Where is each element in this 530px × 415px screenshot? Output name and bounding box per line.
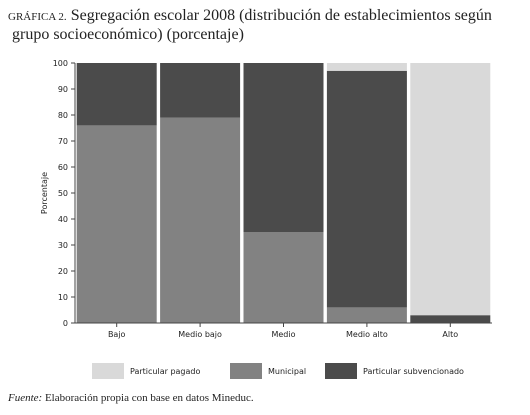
y-tick-label: 30 bbox=[58, 241, 68, 250]
y-axis-label: Porcentaje bbox=[40, 172, 49, 214]
chart-title: GRÁFICA 2. Segregación escolar 2008 (dis… bbox=[8, 7, 492, 43]
bar-segment bbox=[76, 63, 157, 126]
bar-segment bbox=[76, 125, 157, 324]
x-tick-label: Alto bbox=[442, 330, 458, 339]
y-tick-label: 70 bbox=[58, 137, 68, 146]
x-tick-label: Medio alto bbox=[346, 330, 388, 339]
figure-label: GRÁFICA 2. bbox=[8, 11, 67, 23]
source: Fuente: Elaboración propia con base en d… bbox=[7, 392, 254, 404]
source-text: Elaboración propia con base en datos Min… bbox=[45, 392, 254, 404]
bar-segment bbox=[326, 307, 407, 323]
x-tick-label: Medio bajo bbox=[178, 330, 222, 339]
legend-swatch bbox=[230, 363, 262, 379]
y-tick-label: 20 bbox=[58, 267, 68, 276]
legend-swatch bbox=[92, 363, 124, 379]
y-tick-label: 90 bbox=[58, 85, 68, 94]
bar-segment bbox=[326, 63, 407, 71]
legend-label: Particular pagado bbox=[130, 367, 200, 376]
bar-segment bbox=[160, 63, 241, 118]
y-tick-label: 10 bbox=[58, 293, 68, 302]
title-line: grupo socioeconómico) (porcentaje) bbox=[8, 26, 244, 43]
bar-segment bbox=[160, 117, 241, 323]
bar-segment bbox=[326, 70, 407, 308]
legend-label: Municipal bbox=[268, 367, 306, 376]
x-tick-label: Medio bbox=[271, 330, 295, 339]
legend-swatch bbox=[325, 363, 357, 379]
title-line: Segregación escolar 2008 (distribución d… bbox=[71, 7, 492, 24]
y-tick-label: 0 bbox=[63, 319, 68, 328]
y-tick-label: 80 bbox=[58, 111, 68, 120]
legend-label: Particular subvencionado bbox=[363, 367, 464, 376]
y-tick-label: 60 bbox=[58, 163, 68, 172]
bar-segment bbox=[410, 315, 491, 323]
y-tick-label: 100 bbox=[53, 59, 68, 68]
x-tick-label: Bajo bbox=[108, 330, 126, 339]
bar-segment bbox=[243, 232, 324, 323]
y-tick-label: 40 bbox=[58, 215, 68, 224]
source-label: Fuente: bbox=[7, 392, 42, 404]
bar-segment bbox=[243, 63, 324, 232]
bar-segment bbox=[410, 63, 491, 316]
y-tick-label: 50 bbox=[58, 189, 68, 198]
